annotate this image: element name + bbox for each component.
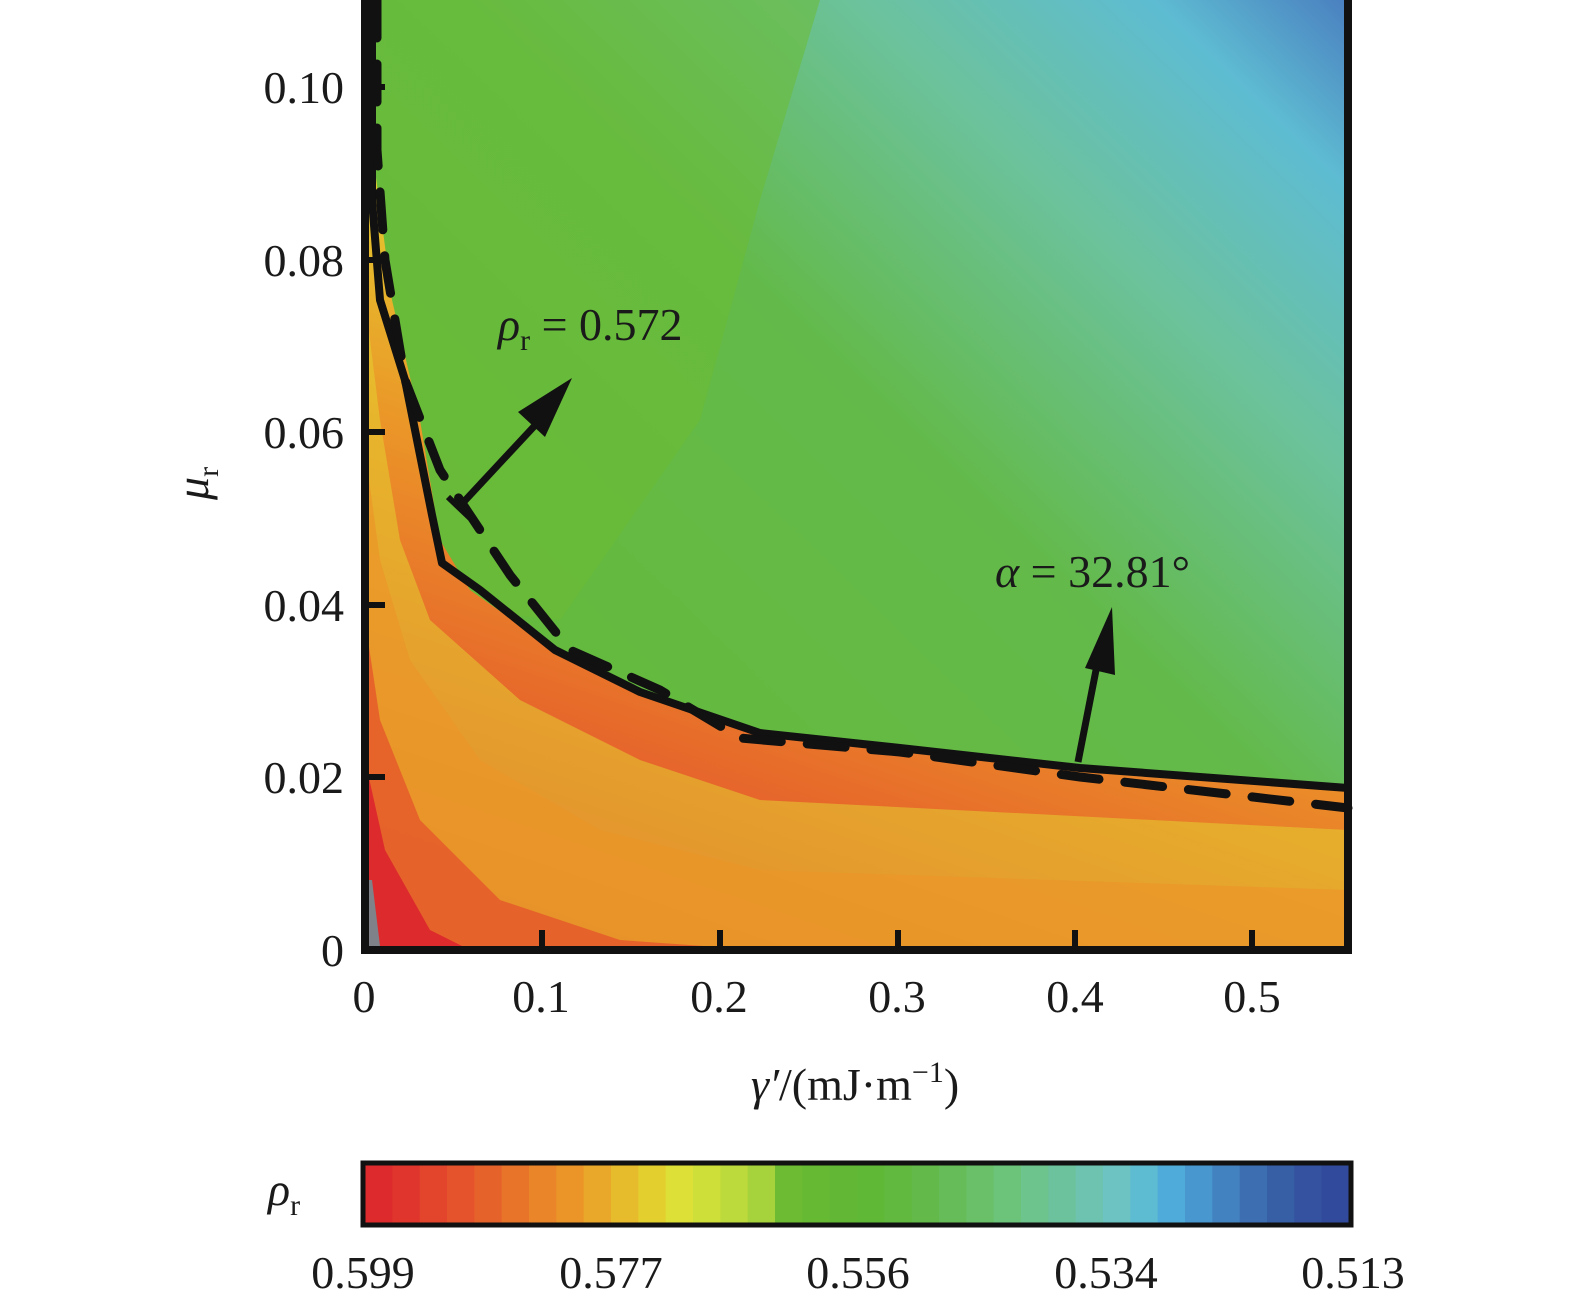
colorbar-swatch: [1239, 1165, 1268, 1223]
svg-text:0: 0: [321, 925, 344, 976]
colorbar-swatch: [802, 1165, 831, 1223]
plot-area: [365, 0, 1348, 950]
svg-text:0.04: 0.04: [264, 580, 345, 631]
colorbar-swatch: [529, 1165, 557, 1223]
colorbar-swatch: [857, 1165, 885, 1223]
x-axis: [539, 930, 1255, 950]
warm-region: [365, 0, 1348, 950]
colorbar-swatch: [583, 1165, 612, 1223]
svg-text:0.556: 0.556: [806, 1247, 910, 1298]
colorbar-swatch: [474, 1165, 503, 1223]
svg-text:0.599: 0.599: [311, 1247, 415, 1298]
y-axis: [365, 84, 385, 780]
colorbar-swatch: [665, 1165, 694, 1223]
colorbar-swatch: [939, 1165, 967, 1223]
colorbar-swatch: [1075, 1165, 1104, 1223]
colorbar-swatch: [501, 1165, 530, 1223]
colorbar-swatch: [993, 1165, 1022, 1223]
svg-text:0.4: 0.4: [1046, 971, 1104, 1022]
colorbar-swatch: [720, 1165, 749, 1223]
annotation-alpha: α = 32.81°: [995, 546, 1190, 597]
colorbar-swatch: [829, 1165, 858, 1223]
colorbar: [365, 1165, 1350, 1223]
annotation-rho: ρr = 0.572: [496, 299, 683, 357]
colorbar-swatch: [447, 1165, 475, 1223]
colorbar-swatch: [1103, 1165, 1131, 1223]
colorbar-swatch: [638, 1165, 667, 1223]
colorbar-swatch: [1267, 1165, 1295, 1223]
colorbar-swatch: [611, 1165, 639, 1223]
x-axis-title: γ′/(mJ·m−1): [751, 1056, 959, 1110]
colorbar-swatch: [392, 1165, 421, 1223]
colorbar-swatch: [419, 1165, 448, 1223]
colorbar-swatch: [693, 1165, 721, 1223]
x-tick-labels: 0 0.1 0.2 0.3 0.4 0.5: [353, 971, 1281, 1022]
colorbar-swatch: [1294, 1165, 1323, 1223]
svg-text:0.577: 0.577: [559, 1247, 663, 1298]
svg-text:0.10: 0.10: [264, 62, 345, 113]
colorbar-tick-labels: 0.599 0.577 0.556 0.534 0.513: [311, 1247, 1405, 1298]
colorbar-swatch: [1021, 1165, 1049, 1223]
svg-text:0.08: 0.08: [264, 235, 345, 286]
y-axis-title: μr: [167, 467, 225, 501]
colorbar-swatch: [1157, 1165, 1186, 1223]
colorbar-swatch: [1130, 1165, 1159, 1223]
svg-text:0.3: 0.3: [868, 971, 926, 1022]
colorbar-swatch: [911, 1165, 940, 1223]
svg-text:0.06: 0.06: [264, 407, 345, 458]
plot-frame: [361, 0, 1352, 954]
colorbar-swatch: [1212, 1165, 1241, 1223]
y-tick-labels: 0.10 0.08 0.06 0.04 0.02 0: [264, 62, 345, 976]
arrow-alpha-annotation: [1074, 607, 1115, 763]
colorbar-swatch: [1048, 1165, 1077, 1223]
svg-text:0.2: 0.2: [690, 971, 748, 1022]
svg-text:0: 0: [353, 971, 376, 1022]
colorbar-label: ρr: [266, 1164, 300, 1222]
colorbar-swatch: [365, 1165, 393, 1223]
arrow-rho-annotation: [445, 378, 572, 521]
colorbar-swatch: [747, 1165, 776, 1223]
colorbar-swatch: [1185, 1165, 1213, 1223]
colorbar-frame: [360, 1160, 1354, 1228]
svg-text:0.1: 0.1: [512, 971, 570, 1022]
contour-dashed-alpha: [372, 0, 1353, 813]
colorbar-swatch: [556, 1165, 585, 1223]
svg-text:0.5: 0.5: [1223, 971, 1281, 1022]
svg-text:0.513: 0.513: [1301, 1247, 1405, 1298]
colorbar-swatch: [775, 1165, 803, 1223]
colorbar-swatch: [966, 1165, 995, 1223]
svg-text:0.534: 0.534: [1054, 1247, 1158, 1298]
svg-text:0.02: 0.02: [264, 752, 345, 803]
colorbar-swatch: [884, 1165, 913, 1223]
colorbar-swatch: [1321, 1165, 1350, 1223]
